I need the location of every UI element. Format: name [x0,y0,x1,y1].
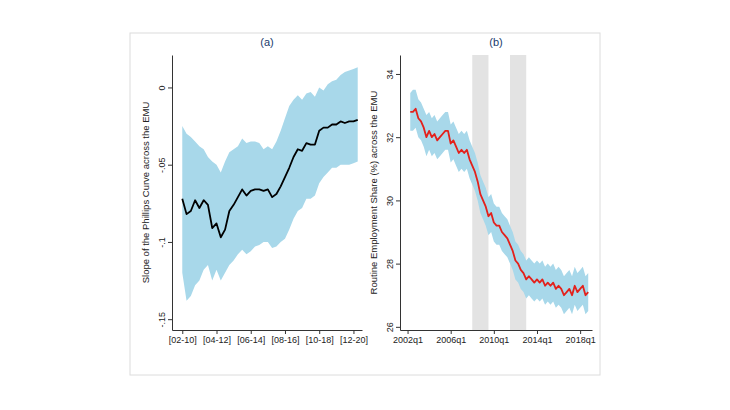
axis-line [172,56,173,331]
tick: [10-18] [306,330,334,345]
tick: -.15 [157,312,172,328]
tick: 2014q1 [522,330,552,345]
tick: 2006q1 [436,330,466,345]
axis-line [173,330,363,331]
tick-mark [285,330,286,334]
tick: 2002q1 [393,330,423,345]
figure-frame [130,33,600,375]
panel: 2002q1 2006q1 2010q1 2014q1 2018q1 26 28 30 32 34… [368,36,596,345]
tick-label: [12-20] [340,335,368,345]
tick-label: 2018q1 [566,335,596,345]
series-line [410,109,588,295]
tick-mark [396,137,400,138]
y-axis: -.15 -.1 -.05 0 [157,56,173,331]
tick-label: 30 [385,196,395,206]
tick: 28 [385,259,400,269]
y-axis-title: Routine Employment Share (%) across the … [368,90,379,294]
tick-mark [168,165,172,166]
tick-mark [451,330,452,334]
tick-mark [251,330,252,334]
tick-mark [217,330,218,334]
tick-mark [396,200,400,201]
tick-label: -.15 [157,312,167,328]
y-axis: 26 28 30 32 34 [385,56,401,333]
tick: 34 [385,69,400,79]
tick-label: 32 [385,133,395,143]
tick-mark [408,330,409,334]
tick: 2010q1 [479,330,509,345]
tick-label: 26 [385,322,395,332]
tick-label: 2010q1 [479,335,509,345]
tick-label: [02-10] [169,335,197,345]
tick-mark [396,264,400,265]
tick: [08-16] [271,330,299,345]
axis-line [401,330,593,331]
tick-mark [319,330,320,334]
tick: [04-12] [203,330,231,345]
tick: 2018q1 [566,330,596,345]
plot-area [410,55,588,330]
tick-mark [353,330,354,334]
tick-label: [06-14] [237,335,265,345]
panel: [02-10] [04-12] [06-14] [08-16] [10-18] [12-2… [140,36,368,345]
tick: 32 [385,133,400,143]
tick: -.05 [157,157,172,173]
tick: 30 [385,196,400,206]
tick: [12-20] [340,330,368,345]
tick: [06-14] [237,330,265,345]
confidence-band [410,90,588,314]
tick-label: -.05 [157,157,167,173]
tick-label: 34 [385,69,395,79]
tick-mark [182,330,183,334]
tick-label: [04-12] [203,335,231,345]
series-line [182,120,357,237]
tick-mark [580,330,581,334]
tick-mark [168,87,172,88]
tick-label: 2014q1 [522,335,552,345]
tick-label: 2006q1 [436,335,466,345]
tick-label: [10-18] [306,335,334,345]
x-axis: 2002q1 2006q1 2010q1 2014q1 2018q1 [393,330,596,345]
tick-label: [08-16] [271,335,299,345]
tick-mark [396,327,400,328]
tick: [02-10] [169,330,197,345]
tick-mark [494,330,495,334]
panel-title: (a) [260,36,273,48]
tick: 26 [385,322,400,332]
panel-title: (b) [489,36,502,48]
tick-label: 0 [157,85,167,90]
tick: -.1 [157,237,172,248]
tick-label: 28 [385,259,395,269]
x-axis: [02-10] [04-12] [06-14] [08-16] [10-18] [12-2… [169,330,368,345]
y-axis-title: Slope of the Phillips Curve across the E… [140,102,151,284]
tick-mark [396,74,400,75]
tick-mark [168,242,172,243]
axis-line [400,56,401,331]
chart-container: [02-10] [04-12] [06-14] [08-16] [10-18] [12-2… [0,0,730,410]
tick-mark [168,319,172,320]
tick-label: -.1 [157,237,167,248]
tick-label: 2002q1 [393,335,423,345]
tick-mark [537,330,538,334]
chart-svg: [02-10] [04-12] [06-14] [08-16] [10-18] [12-2… [0,0,730,410]
confidence-band [182,67,357,300]
plot-area [182,67,357,300]
tick: 0 [157,85,172,90]
